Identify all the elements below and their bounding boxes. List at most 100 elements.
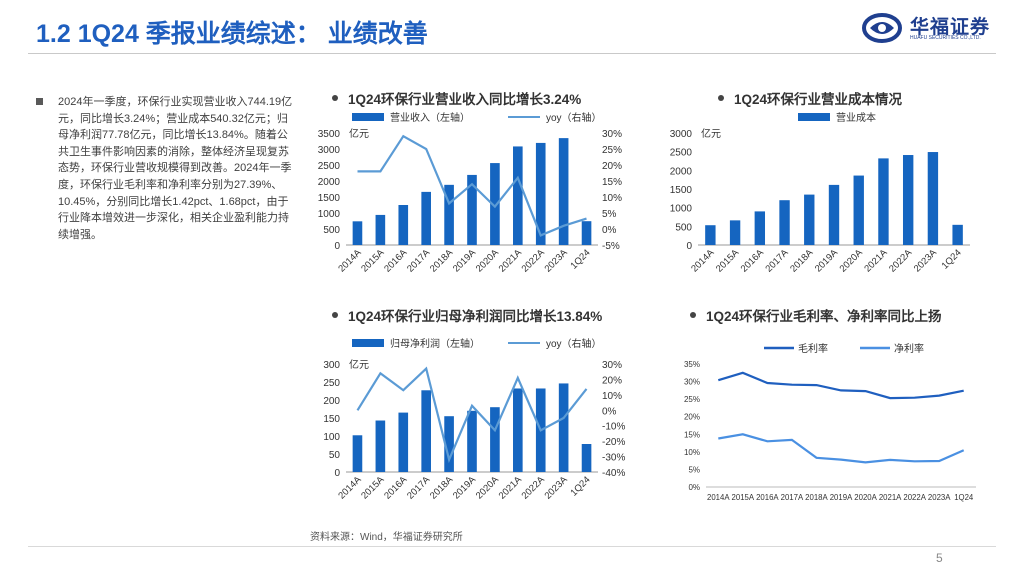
bar [828,184,840,245]
left-axis-tick-label: 5% [688,465,700,474]
left-axis-tick-label: 1500 [670,185,693,196]
bar [375,214,386,245]
x-axis-tick-label: 2017A [405,247,433,275]
x-axis-tick-label: 2016A [382,474,410,502]
bar [513,388,523,472]
brand-logo: 华福证券 HUAFU SECURITIES CO.,LTD. [862,10,1002,46]
right-axis-tick-label: -40% [602,468,625,479]
bar [558,383,569,472]
x-axis-tick-label: 2018A [428,474,456,502]
bar [729,220,741,245]
chart-title-cost: 1Q24环保行业营业成本情况 [718,88,902,108]
x-axis-tick-label: 2020A [474,474,502,502]
bar [558,138,569,245]
yoy-line [356,366,588,464]
left-axis-tick-label: 500 [323,225,340,236]
left-axis-tick-label: 100 [323,432,340,443]
left-axis-tick-label: 300 [323,360,340,371]
legend-bar-swatch [352,113,384,121]
x-axis-tick-label: 2018A [805,493,828,502]
x-axis-tick-label: 2017A [781,493,804,502]
bullet-dot-icon [690,312,696,319]
bar [421,390,431,472]
right-axis-tick-label: 0% [602,406,617,417]
left-axis-tick-label: 1500 [318,193,341,204]
bullet-icon [36,98,43,105]
legend-line-label: yoy（右轴） [546,111,602,124]
x-axis-tick-label: 2015A [359,247,387,275]
x-axis-tick-label: 2015A [732,493,755,502]
x-axis-tick-label: 2022A [520,247,548,275]
bar [352,221,363,245]
left-axis-tick-label: 3000 [670,129,693,140]
x-axis-tick-label: 2015A [714,247,742,275]
title-divider [28,53,996,54]
x-axis-tick-label: 2020A [474,247,502,275]
bar [705,225,716,245]
x-axis-tick-label: 2019A [451,474,479,502]
bar [878,158,889,245]
source-note: 资料来源：Wind，华福证券研究所 [310,532,463,543]
x-axis-tick-label: 2017A [405,474,433,502]
x-axis-tick-label: 2022A [887,247,915,275]
page-number: 5 [936,551,943,565]
unit-label: 亿元 [349,358,369,371]
bar [804,194,815,245]
page-title: 1.2 1Q24 季报业绩综述： 业绩改善 [36,20,428,48]
right-axis-tick-label: 25% [602,145,622,156]
bar [535,142,546,245]
x-axis-tick-label: 2022A [520,474,548,502]
left-axis-tick-label: 0 [334,468,340,479]
left-axis-tick-label: 15% [684,430,700,439]
left-axis-tick-label: 2000 [670,166,693,177]
bar [467,410,477,472]
bar [490,407,500,472]
right-axis-tick-label: 5% [602,209,617,220]
bar [490,163,500,245]
x-axis-tick-label: 2021A [497,474,525,502]
x-axis-tick-label: 1Q24 [940,247,964,271]
right-axis-tick-label: 30% [602,129,622,140]
x-axis-tick-label: 2014A [336,247,364,275]
x-axis-tick-label: 2016A [382,247,410,275]
left-axis-tick-label: 0 [686,241,692,252]
right-axis-tick-label: 15% [602,177,622,188]
chart-title-revenue: 1Q24环保行业营业收入同比增长3.24% [332,88,581,108]
right-axis-tick-label: -30% [602,453,625,464]
left-axis-tick-label: 1000 [318,209,341,220]
x-axis-tick-label: 2014A [336,474,364,502]
left-axis-tick-label: 200 [323,396,340,407]
left-axis-tick-label: 3000 [318,145,341,156]
x-axis-tick-label: 2014A [689,247,717,275]
x-axis-tick-label: 2016A [756,493,779,502]
x-axis-tick-label: 2023A [912,247,940,275]
legend-bar-label: 归母净利润（左轴） [390,337,480,350]
left-axis-tick-label: 25% [684,395,700,404]
bar [444,184,454,245]
yoy-line [357,134,587,237]
legend-line-label: 毛利率 [798,342,828,355]
legend-bar-swatch [798,113,830,121]
right-axis-tick-label: 10% [602,193,622,204]
bar [421,191,431,245]
chart-title-profit: 1Q24环保行业归母净利润同比增长13.84% [332,305,602,325]
x-axis-tick-label: 2021A [879,493,902,502]
x-axis-tick-label: 2019A [451,247,479,275]
bar [444,416,454,472]
left-axis-tick-label: 2500 [670,148,693,159]
x-axis-tick-label: 2020A [854,493,877,502]
left-axis-tick-label: 3500 [318,129,341,140]
legend-bar-label: 营业收入（左轴） [390,111,470,124]
bullet-dot-icon [332,312,338,319]
x-axis-tick-label: 2023A [928,493,951,502]
left-axis-tick-label: 0 [334,241,340,252]
unit-label: 亿元 [349,127,369,140]
right-axis-tick-label: 20% [602,375,622,386]
logo-name-en: HUAFU SECURITIES CO.,LTD. [910,35,981,41]
right-axis-tick-label: -10% [602,422,625,433]
legend-line-label: 净利率 [894,342,924,355]
bar [467,174,477,245]
chart-title-margin: 1Q24环保行业毛利率、净利率同比上扬 [690,305,942,325]
bar [398,412,409,472]
right-axis-tick-label: -5% [602,241,620,252]
